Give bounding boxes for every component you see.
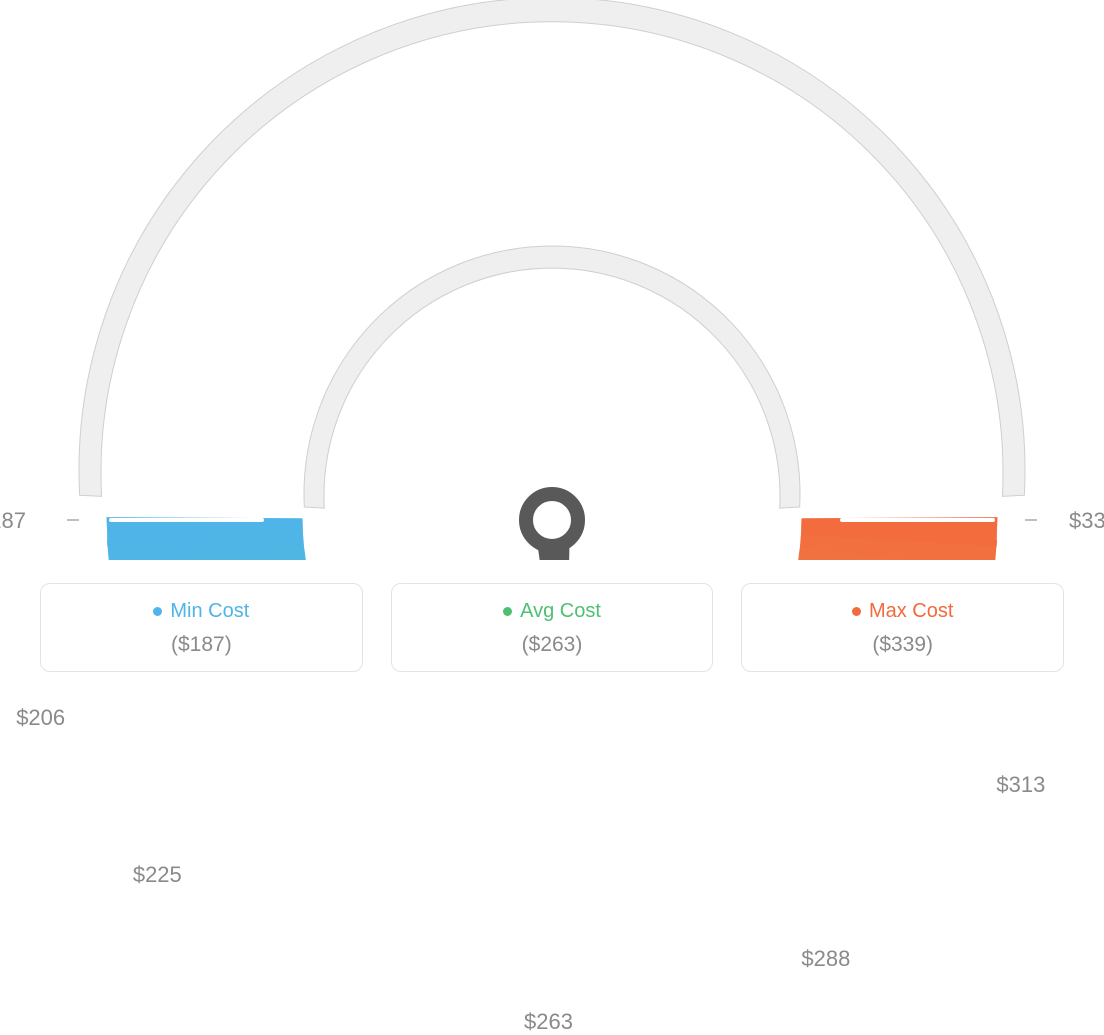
gauge-tick-label: $187 bbox=[0, 508, 26, 534]
legend-dot-avg bbox=[503, 607, 512, 616]
gauge-tick-label: $206 bbox=[16, 705, 65, 731]
gauge-tick-label: $263 bbox=[524, 1009, 573, 1035]
legend-value-min: ($187) bbox=[51, 633, 352, 657]
legend-card-min: Min Cost ($187) bbox=[40, 583, 363, 672]
legend-dot-min bbox=[153, 607, 162, 616]
gauge-tick-label: $288 bbox=[801, 946, 850, 972]
legend-label-max: Max Cost bbox=[869, 600, 953, 623]
legend-card-avg: Avg Cost ($263) bbox=[391, 583, 714, 672]
gauge-tick-label: $313 bbox=[996, 772, 1045, 798]
legend-row: Min Cost ($187) Avg Cost ($263) Max Cost… bbox=[0, 583, 1104, 672]
legend-card-max: Max Cost ($339) bbox=[741, 583, 1064, 672]
legend-title-max: Max Cost bbox=[852, 600, 953, 623]
legend-value-avg: ($263) bbox=[402, 633, 703, 657]
legend-title-avg: Avg Cost bbox=[503, 600, 601, 623]
gauge-svg bbox=[0, 0, 1104, 560]
gauge-tick-label: $339 bbox=[1069, 508, 1104, 534]
legend-dot-max bbox=[852, 607, 861, 616]
legend-value-max: ($339) bbox=[752, 633, 1053, 657]
legend-label-min: Min Cost bbox=[170, 600, 249, 623]
legend-label-avg: Avg Cost bbox=[520, 600, 601, 623]
gauge-chart: $187$206$225$263$288$313$339 bbox=[0, 0, 1104, 560]
legend-title-min: Min Cost bbox=[153, 600, 249, 623]
gauge-tick-label: $225 bbox=[133, 862, 182, 888]
